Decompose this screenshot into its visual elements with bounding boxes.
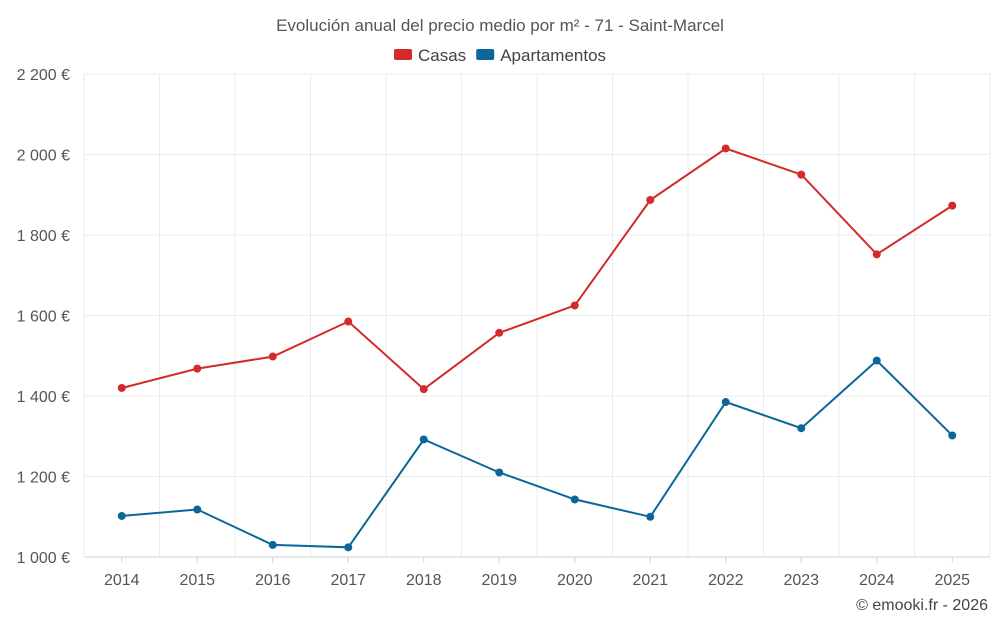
y-tick-label: 1 800 € [17, 228, 70, 245]
x-tick-label: 2018 [406, 572, 442, 589]
data-point-apartamentos[interactable] [193, 505, 202, 514]
chart-title: Evolución anual del precio medio por m² … [276, 16, 724, 35]
data-point-apartamentos[interactable] [268, 540, 277, 549]
series-line-apartamentos [121, 359, 954, 549]
legend-label: Apartamentos [500, 46, 606, 65]
legend-swatch [394, 49, 412, 60]
legend-swatch [476, 49, 495, 60]
x-tick-label: 2021 [632, 572, 668, 589]
y-tick-label: 1 400 € [17, 389, 70, 406]
grid [83, 73, 991, 557]
y-tick-label: 1 600 € [17, 309, 70, 326]
legend: Casas Apartamentos [394, 46, 606, 65]
data-point-casas[interactable] [419, 385, 428, 394]
data-point-casas[interactable] [646, 195, 655, 204]
data-point-casas[interactable] [268, 352, 277, 361]
x-tick-label: 2017 [330, 572, 366, 589]
data-point-casas[interactable] [872, 250, 881, 259]
data-point-apartamentos[interactable] [495, 468, 504, 477]
y-tick-label: 2 000 € [17, 148, 70, 165]
y-axis: 1 000 € 1 200 € 1 400 € 1 600 € 1 800 € 2 000… [17, 67, 70, 567]
data-point-casas[interactable] [721, 144, 730, 153]
data-point-apartamentos[interactable] [570, 495, 579, 504]
x-axis: 2014 2015 2016 2017 2018 2019 2020 2021 2022 2023… [84, 556, 990, 589]
data-point-casas[interactable] [117, 383, 126, 392]
x-tick-label: 2022 [708, 572, 744, 589]
y-tick-label: 2 200 € [17, 67, 70, 84]
x-tick-label: 2019 [481, 572, 517, 589]
legend-label: Casas [418, 46, 466, 65]
data-point-apartamentos[interactable] [797, 424, 806, 433]
series-layer [117, 144, 957, 552]
x-tick-label: 2016 [255, 572, 291, 589]
data-point-apartamentos[interactable] [344, 543, 353, 552]
x-tick-label: 2020 [557, 572, 593, 589]
data-point-apartamentos[interactable] [948, 431, 957, 440]
data-point-apartamentos[interactable] [872, 356, 881, 365]
x-tick-label: 2015 [179, 572, 215, 589]
data-point-casas[interactable] [797, 170, 806, 179]
data-point-apartamentos[interactable] [419, 435, 428, 444]
data-point-apartamentos[interactable] [646, 512, 655, 521]
data-point-apartamentos[interactable] [117, 511, 126, 520]
data-point-casas[interactable] [193, 364, 202, 373]
series-line-casas [121, 147, 953, 391]
x-tick-label: 2014 [104, 572, 140, 589]
legend-item-casas[interactable]: Casas [394, 46, 466, 65]
data-point-apartamentos[interactable] [721, 398, 730, 407]
data-point-casas[interactable] [948, 201, 957, 210]
x-tick-label: 2024 [859, 572, 895, 589]
x-tick-label: 2023 [783, 572, 819, 589]
x-tick-label: 2025 [934, 572, 970, 589]
credit-text: © emooki.fr - 2026 [856, 597, 988, 614]
data-point-casas[interactable] [344, 317, 353, 326]
legend-item-apartamentos[interactable]: Apartamentos [476, 46, 606, 65]
y-tick-label: 1 200 € [17, 470, 70, 487]
y-tick-label: 1 000 € [17, 550, 70, 567]
data-point-casas[interactable] [495, 328, 504, 337]
data-point-casas[interactable] [570, 301, 579, 310]
